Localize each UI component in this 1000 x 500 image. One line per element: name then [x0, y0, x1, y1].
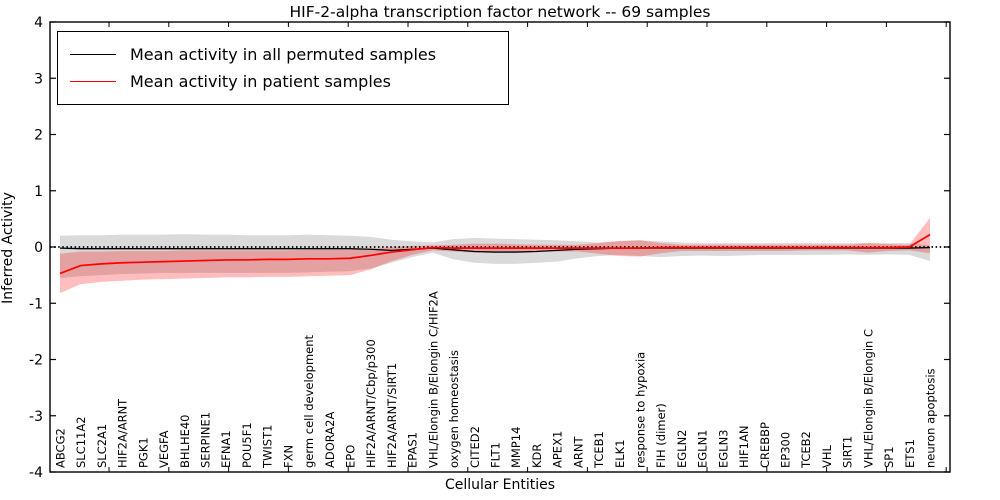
x-tick-label: FLT1	[489, 442, 503, 468]
x-tick-label: EGLN3	[716, 429, 730, 468]
x-tick-label: KDR	[530, 444, 544, 468]
x-tick-label: ETS1	[903, 439, 917, 468]
x-axis-label: Cellular Entities	[444, 477, 556, 493]
x-tick-label: HIF2A/ARNT/SIRT1	[385, 363, 399, 468]
legend-entry-permuted: Mean activity in all permuted samples	[70, 41, 508, 68]
y-tick-label: 2	[34, 128, 43, 144]
x-tick-label: CREBBP	[758, 422, 772, 468]
y-tick-label: -3	[29, 409, 43, 425]
y-tick-label: 0	[34, 240, 43, 256]
x-tick-label: ABCG2	[54, 428, 68, 468]
x-tick-label: ADORA2A	[323, 412, 337, 468]
permuted-line-swatch	[70, 54, 116, 55]
patient-mean-line	[59, 233, 931, 275]
x-tick-label: EPAS1	[406, 432, 420, 468]
x-tick-label: SLC2A1	[95, 424, 109, 468]
y-tick-label: 3	[34, 71, 43, 87]
y-tick-label: 4	[34, 15, 43, 31]
x-tick-label: POU5F1	[240, 422, 254, 468]
x-tick-label: SIRT1	[841, 436, 855, 468]
x-tick-label: VEGFA	[157, 430, 171, 468]
x-tick-label: EGLN2	[675, 429, 689, 468]
x-tick-label: oxygen homeostasis	[447, 350, 461, 468]
x-tick-label: CITED2	[468, 426, 482, 468]
y-tick-label: 1	[34, 184, 43, 200]
x-tick-label: HIF1AN	[737, 426, 751, 468]
x-tick-label: SLC11A2	[74, 416, 88, 468]
legend-label-patient: Mean activity in patient samples	[130, 72, 391, 91]
x-tick-label: VHL/Elongin B/Elongin C/HIF2A	[426, 291, 440, 468]
patient-line-swatch	[70, 81, 116, 82]
x-tick-label: APEX1	[551, 431, 565, 468]
x-tick-label: ARNT	[571, 436, 585, 468]
x-tick-label: PGK1	[136, 437, 150, 468]
x-tick-label: HIF2A/ARNT	[116, 398, 130, 468]
y-tick-label: -2	[29, 353, 43, 369]
x-tick-label: ELK1	[613, 439, 627, 468]
y-tick-label: -4	[29, 465, 43, 481]
x-tick-label: germ cell development	[302, 334, 316, 468]
x-tick-label: FXN	[281, 445, 295, 468]
x-tick-label: EGLN1	[696, 429, 710, 468]
legend-entry-patient: Mean activity in patient samples	[70, 68, 508, 95]
x-tick-label: EPO	[344, 445, 358, 468]
x-tick-label: VHL	[820, 444, 834, 468]
x-tick-label: FIH (dimer)	[654, 403, 668, 468]
x-tick-label: EFNA1	[219, 430, 233, 468]
x-tick-label: neuron apoptosis	[924, 368, 938, 468]
x-tick-label: SP1	[882, 446, 896, 468]
x-tick-label: BHLHE40	[178, 415, 192, 469]
legend: Mean activity in all permuted samples Me…	[57, 31, 509, 105]
x-tick-label: TCEB1	[592, 431, 606, 469]
permuted-samples-range-band	[60, 234, 930, 278]
y-tick-label: -1	[29, 296, 43, 312]
patient-samples-range-band	[60, 217, 930, 294]
x-tick-label: response to hypoxia	[634, 352, 648, 468]
legend-label-permuted: Mean activity in all permuted samples	[130, 45, 437, 64]
x-tick-label: SERPINE1	[199, 412, 213, 468]
x-tick-label: VHL/Elongin B/Elongin C	[861, 329, 875, 468]
chart-title: HIF-2-alpha transcription factor network…	[289, 3, 711, 21]
x-tick-label: MMP14	[509, 427, 523, 468]
x-tick-label: TCEB2	[799, 431, 813, 469]
x-tick-label: HIF2A/ARNT/Cbp/p300	[364, 339, 378, 468]
x-tick-label: TWIST1	[261, 425, 275, 469]
x-tick-label: EP300	[779, 432, 793, 468]
